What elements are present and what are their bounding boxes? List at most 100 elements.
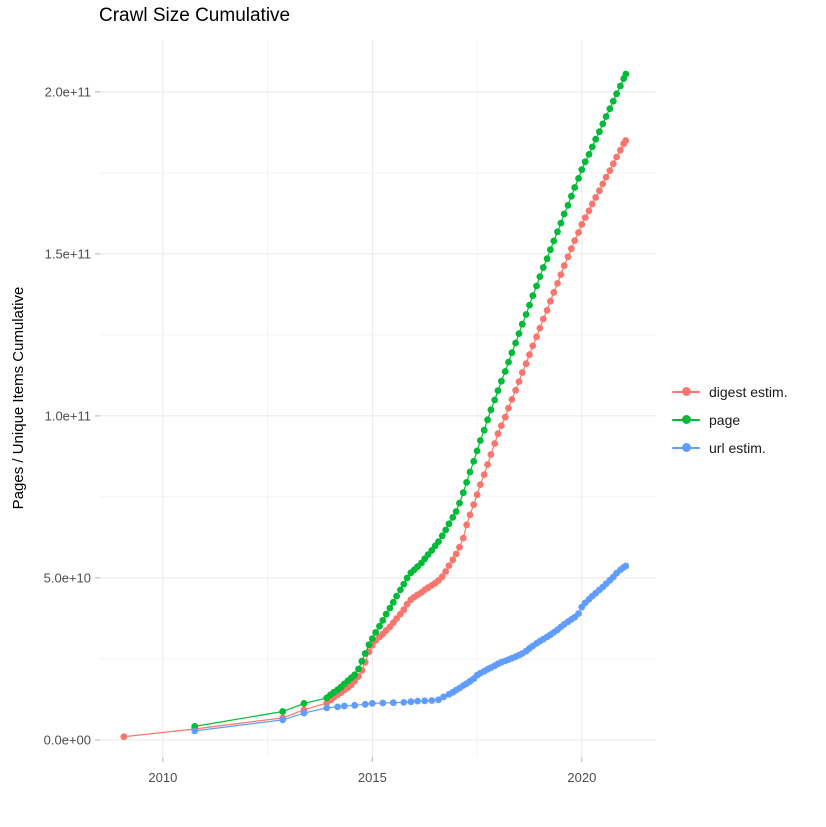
data-point (622, 562, 630, 570)
data-point (515, 378, 523, 385)
chart-title: Crawl Size Cumulative (99, 5, 291, 26)
legend-entry-page: page (672, 406, 788, 434)
data-point (403, 574, 411, 582)
data-point (578, 166, 586, 174)
data-point (376, 622, 383, 630)
data-point (445, 562, 453, 569)
data-point (400, 606, 408, 614)
data-point (452, 550, 460, 558)
data-point (368, 635, 376, 642)
data-point (279, 716, 287, 724)
data-point (606, 105, 614, 113)
axis-ticks (95, 91, 583, 762)
y-axis-title: Pages / Unique Items Cumulative (10, 286, 27, 510)
data-point (421, 697, 429, 705)
data-point (571, 184, 579, 191)
data-point (564, 201, 572, 209)
data-point (435, 538, 442, 546)
data-point (599, 120, 607, 128)
legend-label: url estim. (709, 440, 766, 456)
data-point (300, 700, 308, 707)
data-point (547, 246, 554, 254)
data-point (459, 534, 467, 542)
data-point (592, 135, 600, 143)
data-point (588, 143, 596, 151)
data-point (518, 320, 526, 328)
data-point (609, 160, 617, 168)
data-point (368, 700, 376, 707)
data-point (547, 297, 554, 305)
data-point (505, 404, 512, 412)
data-point (501, 413, 509, 421)
data-point (382, 610, 390, 618)
data-point (403, 600, 411, 608)
data-point (526, 351, 533, 359)
data-point (480, 471, 488, 478)
data-point (491, 396, 499, 404)
data-point (484, 416, 491, 424)
data-point (539, 315, 547, 323)
data-point (581, 214, 589, 222)
legend-entry-digest-estim: digest estim. (672, 378, 788, 406)
data-point (456, 543, 463, 551)
data-point (505, 358, 512, 366)
data-point (557, 219, 565, 227)
data-point (613, 90, 620, 98)
data-point (596, 128, 603, 136)
svg-text:2.0e+11: 2.0e+11 (45, 84, 91, 99)
data-point (498, 377, 505, 385)
data-point (568, 245, 575, 253)
data-point (578, 221, 586, 228)
data-point (599, 180, 607, 188)
data-point (529, 342, 537, 350)
series-url-estim (191, 562, 630, 735)
data-point (575, 610, 582, 617)
data-point (522, 311, 530, 318)
data-point (361, 700, 369, 708)
data-point (279, 708, 287, 715)
legend-entry-url-estim: url estim. (672, 434, 788, 462)
data-point (379, 699, 387, 707)
data-point (477, 481, 484, 488)
data-point (494, 430, 502, 438)
data-point (438, 573, 446, 581)
data-point (575, 175, 582, 182)
data-point (414, 697, 421, 705)
data-point (557, 271, 565, 278)
data-point (543, 255, 551, 263)
data-point (554, 280, 561, 287)
data-point (609, 97, 617, 105)
data-point (613, 153, 620, 161)
data-point (571, 237, 579, 245)
data-point (585, 207, 593, 215)
data-point (351, 671, 359, 679)
data-point (512, 386, 519, 394)
data-point (508, 396, 516, 403)
data-point (498, 422, 505, 429)
data-point (533, 282, 540, 290)
data-point (445, 520, 453, 528)
data-point (389, 699, 397, 707)
series-digest-estim (120, 137, 630, 741)
data-point (484, 461, 491, 468)
data-point (568, 192, 575, 200)
data-point (473, 491, 481, 499)
data-point (470, 457, 478, 465)
legend-key-dot-icon (672, 440, 700, 456)
data-point (592, 194, 600, 201)
data-point (617, 82, 624, 90)
legend-label: page (709, 412, 741, 428)
data-point (191, 727, 199, 735)
data-point (526, 301, 533, 309)
data-point (463, 521, 470, 529)
data-point (400, 580, 408, 588)
gridlines-minor (100, 40, 656, 757)
legend-label: digest estim. (709, 384, 788, 400)
data-point (386, 604, 394, 612)
data-point (452, 508, 460, 515)
data-point (407, 698, 415, 706)
data-point (487, 451, 495, 458)
data-point (522, 360, 530, 368)
svg-text:2010: 2010 (148, 770, 177, 785)
data-point (550, 237, 558, 245)
